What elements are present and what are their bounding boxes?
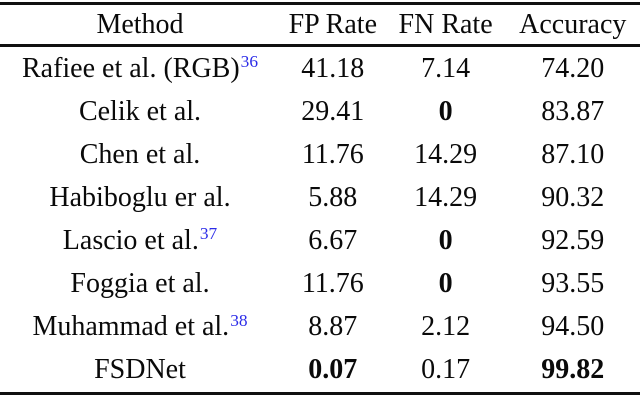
top-rule — [0, 2, 640, 5]
accuracy-cell: 93.55 — [541, 268, 605, 300]
method-cell: FSDNet — [0, 356, 280, 384]
method-name: Celik et al. — [78, 95, 202, 127]
accuracy-cell: 87.10 — [541, 138, 605, 170]
table-row: Rafiee et al. (RGB)36 41.18 7.14 74.20 — [0, 47, 640, 90]
citation-link[interactable]: 37 — [199, 224, 218, 244]
fn-rate-cell: 2.12 — [421, 311, 471, 343]
column-header-fn-rate: FN Rate — [398, 8, 493, 40]
fp-rate-cell: 11.76 — [301, 268, 364, 300]
method-name: Habiboglu er al. — [49, 181, 231, 213]
fn-rate-cell: 14.29 — [414, 181, 478, 213]
accuracy-cell: 99.82 — [541, 354, 605, 386]
accuracy-cell: 83.87 — [541, 95, 605, 127]
table-row: Foggia et al. 11.76 0 93.55 — [0, 262, 640, 305]
table-row: Lascio et al.37 6.67 0 92.59 — [0, 219, 640, 262]
fp-rate-cell: 41.18 — [301, 52, 365, 84]
accuracy-cell: 74.20 — [541, 52, 605, 84]
method-cell: Chen et al. — [0, 138, 280, 170]
method-cell: Muhammad et al.38 — [0, 310, 280, 343]
column-header-accuracy: Accuracy — [519, 8, 627, 40]
fn-rate-cell: 0 — [438, 224, 453, 256]
fp-rate-cell: 0.07 — [308, 354, 358, 386]
fp-rate-cell: 5.88 — [308, 181, 358, 213]
method-cell: Rafiee et al. (RGB)36 — [0, 52, 280, 84]
method-name: Lascio et al. — [62, 224, 199, 256]
table-row: Habiboglu er al. 5.88 14.29 90.32 — [0, 176, 640, 219]
bottom-rule — [0, 391, 640, 395]
accuracy-cell: 90.32 — [541, 181, 605, 213]
table-body: Rafiee et al. (RGB)36 41.18 7.14 74.20 C… — [0, 47, 640, 392]
method-cell: Celik et al. — [0, 95, 280, 127]
fn-rate-cell: 7.14 — [421, 52, 471, 84]
method-name: Muhammad et al. — [32, 311, 230, 343]
accuracy-cell: 92.59 — [541, 224, 605, 256]
method-cell: Lascio et al.37 — [0, 224, 280, 256]
table-row: FSDNet 0.07 0.17 99.82 — [0, 349, 640, 392]
fp-rate-cell: 8.87 — [308, 311, 358, 343]
method-name: Chen et al. — [79, 138, 201, 170]
method-cell: Habiboglu er al. — [0, 181, 280, 213]
column-header-method: Method — [96, 8, 184, 40]
table-row: Chen et al. 11.76 14.29 87.10 — [0, 133, 640, 176]
method-name: Rafiee et al. (RGB) — [21, 52, 240, 84]
fn-rate-cell: 14.29 — [414, 138, 478, 170]
header-row: Method FP Rate FN Rate Accuracy — [0, 5, 640, 44]
fn-rate-cell: 0.17 — [421, 354, 471, 386]
fn-rate-cell: 0 — [438, 95, 453, 127]
fp-rate-cell: 29.41 — [301, 95, 365, 127]
method-name: Foggia et al. — [70, 268, 210, 300]
fp-rate-cell: 6.67 — [308, 224, 358, 256]
fp-rate-cell: 11.76 — [301, 138, 364, 170]
fn-rate-cell: 0 — [438, 268, 453, 300]
citation-link[interactable]: 38 — [230, 310, 248, 330]
header-rule — [0, 44, 640, 47]
method-cell: Foggia et al. — [0, 270, 280, 298]
accuracy-cell: 94.50 — [541, 311, 605, 343]
citation-link[interactable]: 36 — [240, 52, 259, 71]
table-row: Muhammad et al.38 8.87 2.12 94.50 — [0, 306, 640, 349]
table-row: Celik et al. 29.41 0 83.87 — [0, 90, 640, 133]
column-header-fp-rate: FP Rate — [288, 8, 377, 40]
method-name: FSDNet — [94, 354, 186, 386]
